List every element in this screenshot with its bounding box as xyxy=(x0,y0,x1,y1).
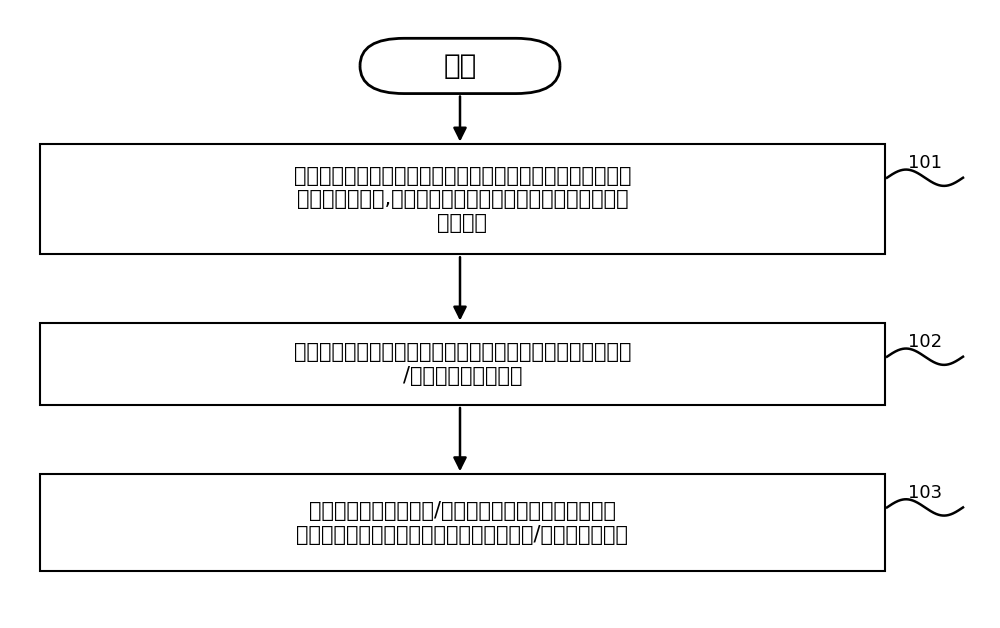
FancyBboxPatch shape xyxy=(360,38,560,94)
Text: 102: 102 xyxy=(908,333,942,351)
Text: /或定时关机时间信息: /或定时关机时间信息 xyxy=(403,366,522,386)
Text: 将定时开机时间信息和/或定时关机时间信息发送给空调: 将定时开机时间信息和/或定时关机时间信息发送给空调 xyxy=(309,501,616,521)
Text: 开始: 开始 xyxy=(443,52,477,80)
FancyBboxPatch shape xyxy=(40,474,885,571)
Text: 主机，以使空调主机执行相应的定时开机和/或定时关机操作: 主机，以使空调主机执行相应的定时开机和/或定时关机操作 xyxy=(296,525,629,544)
Text: 定时模式: 定时模式 xyxy=(437,214,487,233)
Text: 103: 103 xyxy=(908,484,942,502)
Text: 获取用户设定的定时开关机模式以及与定时开关机模式相对应: 获取用户设定的定时开关机模式以及与定时开关机模式相对应 xyxy=(294,166,631,185)
FancyBboxPatch shape xyxy=(40,323,885,405)
Text: 根据定时开关机模式、定时时间信息生成定时开机时间信息和: 根据定时开关机模式、定时时间信息生成定时开机时间信息和 xyxy=(294,342,631,362)
Text: 101: 101 xyxy=(908,154,942,172)
Text: 的定时时间信息,定时开关机模式包括：单日定时模式、多日: 的定时时间信息,定时开关机模式包括：单日定时模式、多日 xyxy=(297,190,628,209)
FancyBboxPatch shape xyxy=(40,144,885,254)
